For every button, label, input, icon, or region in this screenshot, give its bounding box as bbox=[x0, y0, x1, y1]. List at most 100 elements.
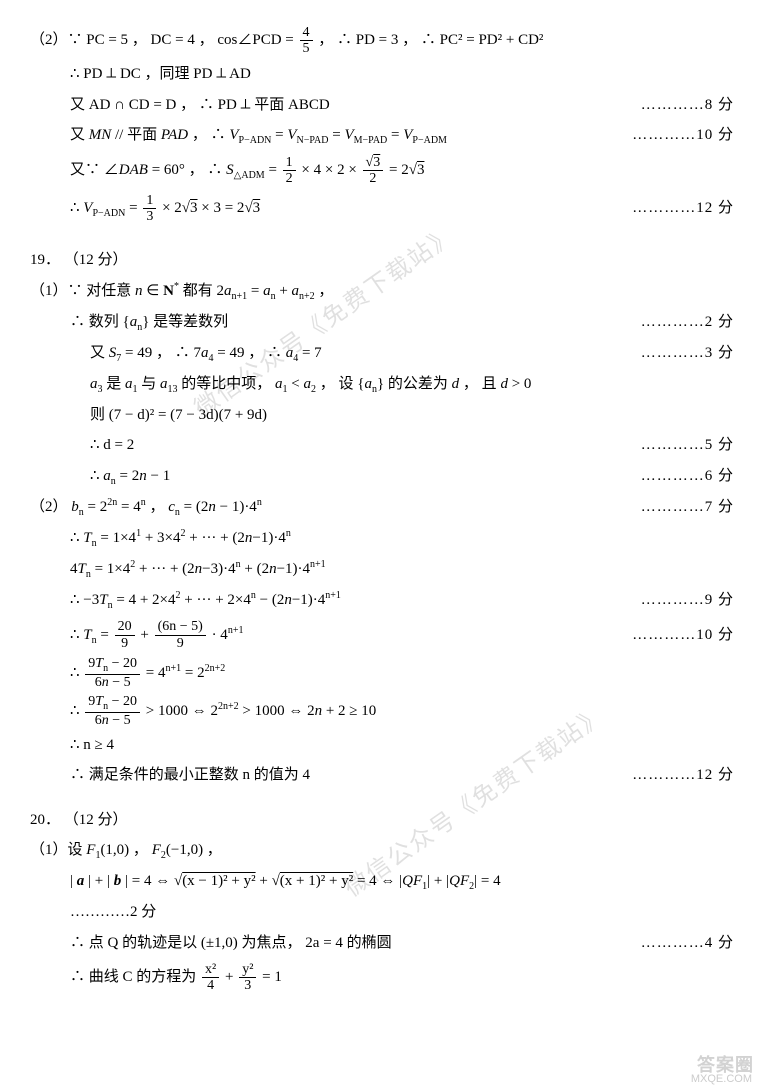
line-19-1-2: ∴ 数列 {an} 是等差数列 …………2 分 bbox=[30, 308, 734, 337]
line-19-2-6: ∴ 9Tn − 206n − 5 = 4n+1 = 22n+2 bbox=[30, 655, 734, 691]
sqrt3b: 3 bbox=[190, 200, 198, 216]
text: 又 S7 = 49 ， ∴ 7a4 = 49 ， ∴ a4 = 7 bbox=[90, 345, 322, 361]
frac-1-3: 13 bbox=[143, 193, 156, 225]
q19-header: 19． （12 分） bbox=[30, 246, 734, 275]
text: = 4n+1 = 22n+2 bbox=[142, 665, 225, 681]
text: + bbox=[221, 969, 237, 985]
text: ∴ VP−ADN = bbox=[70, 200, 141, 216]
dots: ………… bbox=[632, 767, 696, 783]
line-18-2-5: 又∵ ∠DAB = 60° ， ∴ S△ADM = 12 × 4 × 2 × √… bbox=[30, 152, 734, 188]
text: ∴ n ≥ 4 bbox=[70, 737, 114, 753]
frac-9T-6n5-b: 9Tn − 206n − 5 bbox=[85, 694, 140, 728]
score: 2 分 bbox=[705, 314, 734, 330]
line-19-1-7: ∴ an = 2n − 1 …………6 分 bbox=[30, 462, 734, 491]
frac-sqrt3-2: √32 bbox=[363, 155, 384, 187]
dots: ………… bbox=[632, 200, 696, 216]
dots: ………… bbox=[641, 97, 705, 113]
dots: ………… bbox=[70, 904, 130, 920]
text: ∴ PD ⟂ DC ，同理 PD ⟂ AD bbox=[70, 66, 251, 82]
score: 12 分 bbox=[696, 767, 734, 783]
text: （2）∵ PC = 5 ， DC = 4 ， cos∠PCD = bbox=[30, 32, 298, 48]
dots: ………… bbox=[632, 627, 696, 643]
line-20-1-4: ∴ 曲线 C 的方程为 x²4 + y²3 = 1 bbox=[30, 959, 734, 995]
line-19-2-9: ∴ 满足条件的最小正整数 n 的值为 4 …………12 分 bbox=[30, 761, 734, 790]
text: · 4n+1 bbox=[208, 627, 244, 643]
line-19-2-1: （2） bn = 22n = 4n ， cn = (2n − 1)·4n ………… bbox=[30, 493, 734, 522]
text: ∴ Tn = bbox=[70, 627, 113, 643]
text: ∴ −3Tn = 4 + 2×42 + ··· + 2×4n − (2n−1)·… bbox=[70, 592, 341, 608]
line-19-2-8: ∴ n ≥ 4 bbox=[30, 731, 734, 760]
sqrt3: 3 bbox=[417, 162, 425, 178]
text: ∴ 数列 {an} 是等差数列 bbox=[70, 314, 228, 330]
text: ∴ 满足条件的最小正整数 n 的值为 4 bbox=[70, 767, 310, 783]
text: （1）设 F1(1,0) ， F2(−1,0) ， bbox=[30, 842, 222, 858]
line-19-1-6: ∴ d = 2 …………5 分 bbox=[30, 431, 734, 460]
score: 4 分 bbox=[705, 935, 734, 951]
score: 2 分 bbox=[130, 904, 156, 920]
score: 10 分 bbox=[696, 627, 734, 643]
line-19-2-5: ∴ Tn = 209 + (6n − 5)9 · 4n+1 …………10 分 bbox=[30, 617, 734, 653]
line-20-1-3: ∴ 点 Q 的轨迹是以 (±1,0) 为焦点， 2a = 4 的椭圆 …………4… bbox=[30, 929, 734, 958]
text: = 4 ⇔ |QF1| + |QF2| = 4 bbox=[353, 873, 500, 889]
score: 12 分 bbox=[696, 200, 734, 216]
text: 又∵ ∠DAB = 60° ， ∴ S△ADM = bbox=[70, 162, 281, 178]
line-19-2-7: ∴ 9Tn − 206n − 5 > 1000 ⇔ 22n+2 > 1000 ⇔… bbox=[30, 693, 734, 729]
score: 5 分 bbox=[705, 437, 734, 453]
text: = 2 bbox=[385, 162, 408, 178]
text: 又 AD ∩ CD = D ， ∴ PD ⟂ 平面 ABCD bbox=[70, 97, 330, 113]
frac-6n5-9: (6n − 5)9 bbox=[155, 619, 206, 651]
score: 8 分 bbox=[705, 97, 734, 113]
frac-4-5: 45 bbox=[300, 25, 313, 57]
line-19-2-3: 4Tn = 1×42 + ··· + (2n−3)·4n + (2n−1)·4n… bbox=[30, 555, 734, 584]
dots: ………… bbox=[641, 592, 705, 608]
dots: ………… bbox=[641, 345, 705, 361]
text: ∴ 点 Q 的轨迹是以 (±1,0) 为焦点， 2a = 4 的椭圆 bbox=[70, 935, 392, 951]
text: a3 是 a1 与 a13 的等比中项， a1 < a2 ， 设 {an} 的公… bbox=[90, 376, 531, 392]
line-18-2-1: （2）∵ PC = 5 ， DC = 4 ， cos∠PCD = 45 ， ∴ … bbox=[30, 22, 734, 58]
line-19-2-2: ∴ Tn = 1×41 + 3×42 + ··· + (2n−1)·4n bbox=[30, 524, 734, 553]
line-20-1-2: | a | + | b | = 4 ⇔ √(x − 1)² + y² + √(x… bbox=[30, 867, 734, 896]
frac-y2-3: y²3 bbox=[239, 962, 256, 994]
text: | a | + | b | = 4 ⇔ bbox=[70, 873, 174, 889]
text: ∴ bbox=[70, 703, 83, 719]
line-19-1-3: 又 S7 = 49 ， ∴ 7a4 = 49 ， ∴ a4 = 7 …………3 … bbox=[30, 339, 734, 368]
text: = 1 bbox=[258, 969, 281, 985]
text: ∴ 曲线 C 的方程为 bbox=[70, 969, 200, 985]
frac-x2-4: x²4 bbox=[202, 962, 219, 994]
q20-header: 20． （12 分） bbox=[30, 806, 734, 835]
score: 10 分 bbox=[696, 127, 734, 143]
score: 7 分 bbox=[705, 499, 734, 515]
text: × 2 bbox=[158, 200, 181, 216]
text: × 4 × 2 × bbox=[298, 162, 361, 178]
dots: ………… bbox=[641, 437, 705, 453]
text: （1）∵ 对任意 n ∈ N* 都有 2an+1 = an + an+2 ， bbox=[30, 283, 333, 299]
text: 4Tn = 1×42 + ··· + (2n−3)·4n + (2n−1)·4n… bbox=[70, 561, 326, 577]
text: > 1000 ⇔ 22n+2 > 1000 ⇔ 2n + 2 ≥ 10 bbox=[142, 703, 376, 719]
text: 则 (7 − d)² = (7 − 3d)(7 + 9d) bbox=[90, 407, 267, 423]
line-19-1-1: （1）∵ 对任意 n ∈ N* 都有 2an+1 = an + an+2 ， bbox=[30, 277, 734, 306]
dots: ………… bbox=[641, 499, 705, 515]
text: + bbox=[137, 627, 153, 643]
text: ∴ d = 2 bbox=[90, 437, 134, 453]
line-20-1-2b: …………2 分 bbox=[30, 898, 734, 927]
line-19-1-5: 则 (7 − d)² = (7 − 3d)(7 + 9d) bbox=[30, 401, 734, 430]
sqrt3c: 3 bbox=[253, 200, 261, 216]
score: 3 分 bbox=[705, 345, 734, 361]
dots: ………… bbox=[641, 935, 705, 951]
frac-1-2: 12 bbox=[283, 155, 296, 187]
text: （2） bn = 22n = 4n ， cn = (2n − 1)·4n bbox=[30, 499, 262, 515]
text: ∴ bbox=[70, 665, 83, 681]
text: 20． （12 分） bbox=[30, 812, 128, 828]
text: + bbox=[256, 873, 272, 889]
sqrt-expr1: (x − 1)² + y² bbox=[182, 873, 255, 889]
line-19-1-4: a3 是 a1 与 a13 的等比中项， a1 < a2 ， 设 {an} 的公… bbox=[30, 370, 734, 399]
dots: ………… bbox=[632, 127, 696, 143]
text: 又 MN // 平面 PAD ， ∴ VP−ADN = VN−PAD = VM−… bbox=[70, 127, 447, 143]
score: 6 分 bbox=[705, 468, 734, 484]
line-19-2-4: ∴ −3Tn = 4 + 2×42 + ··· + 2×4n − (2n−1)·… bbox=[30, 586, 734, 615]
line-18-2-6: ∴ VP−ADN = 13 × 2√3 × 3 = 2√3 …………12 分 bbox=[30, 190, 734, 226]
score: 9 分 bbox=[705, 592, 734, 608]
line-18-2-2: ∴ PD ⟂ DC ，同理 PD ⟂ AD bbox=[30, 60, 734, 89]
line-20-1-1: （1）设 F1(1,0) ， F2(−1,0) ， bbox=[30, 836, 734, 865]
text: ∴ Tn = 1×41 + 3×42 + ··· + (2n−1)·4n bbox=[70, 530, 291, 546]
